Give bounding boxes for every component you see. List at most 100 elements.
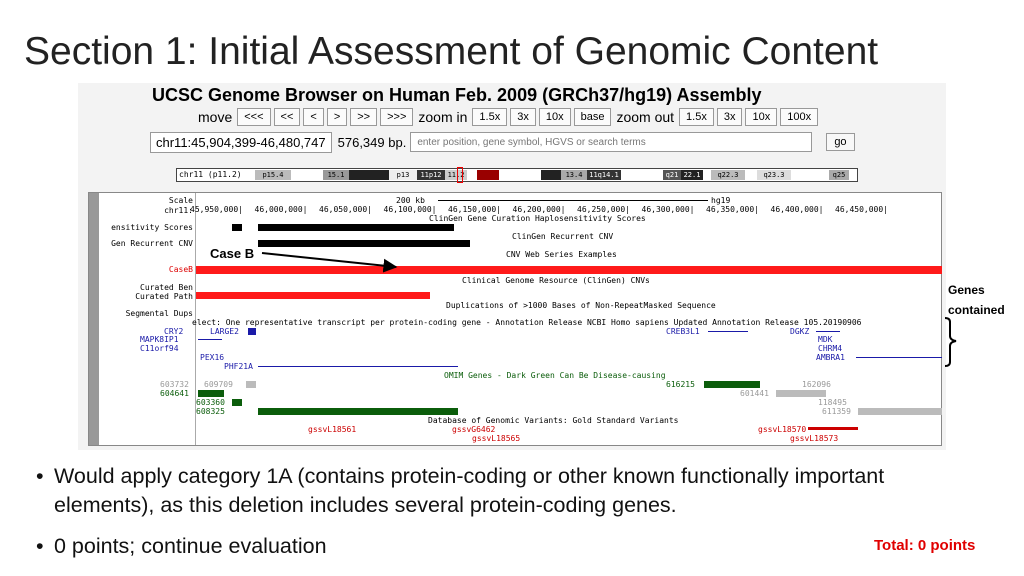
band-22-1: 22.1 [681, 170, 703, 180]
zoom-in-base-button[interactable]: base [573, 107, 612, 126]
recurrent-cnv-block[interactable] [258, 240, 470, 247]
gene-c11orf94[interactable]: C11orf94 [140, 344, 179, 353]
hap-score-block-1[interactable] [232, 224, 242, 231]
gene-cry2[interactable]: CRY2 [164, 327, 184, 336]
genes-label-line2: contained [948, 303, 1005, 317]
hap-score-block-2[interactable] [258, 224, 454, 231]
track-label-caseb[interactable]: CaseB [168, 265, 193, 274]
band-dark-1 [349, 170, 389, 180]
band-blank [499, 170, 541, 180]
omim-604641-block[interactable] [198, 390, 224, 397]
gene-mdk[interactable]: MDK [818, 335, 833, 344]
omim-609709[interactable]: 609709 [204, 380, 233, 389]
gene-dgkz-line[interactable] [816, 331, 840, 332]
gene-mapk8ip1[interactable]: MAPK8IP1 [140, 335, 179, 344]
omim-609709-block[interactable] [246, 381, 256, 388]
omim-611359-block[interactable] [858, 408, 942, 415]
track-label-curated-ben[interactable]: Curated Ben [140, 283, 193, 292]
band-q22-3: q22.3 [711, 170, 745, 180]
variant-l18570[interactable]: gssvL18570 [758, 425, 807, 434]
ruler-tick-label: 46,200,000| [512, 205, 566, 214]
gene-ambra1-line[interactable] [856, 357, 942, 358]
bullet-item-2: • 0 points; continue evaluation [30, 532, 970, 561]
move-left-button[interactable]: < [303, 107, 324, 126]
track-side-buttons[interactable] [89, 193, 99, 445]
variant-l18570-block[interactable] [808, 427, 858, 430]
ideogram-label: chr11 (p11.2) [179, 170, 242, 179]
omim-616215-block[interactable] [704, 381, 760, 388]
omim-603360[interactable]: 603360 [196, 398, 225, 407]
position-display[interactable]: chr11:45,904,399-46,480,747 [150, 131, 332, 153]
move-left-2-button[interactable]: << [273, 107, 301, 126]
gene-dgkz[interactable]: DGKZ [790, 327, 810, 336]
move-right-button[interactable]: > [326, 107, 348, 126]
zoom-in-10x-button[interactable]: 10x [538, 107, 571, 126]
genes-contained-label: Genes contained [948, 280, 1005, 320]
zoom-in-label: zoom in [418, 108, 468, 125]
zoom-out-1-5x-button[interactable]: 1.5x [679, 107, 714, 126]
omim-604641[interactable]: 604641 [160, 389, 189, 398]
gene-pex16[interactable]: PEX16 [200, 353, 225, 362]
track-label-recurrent[interactable]: Gen Recurrent CNV [111, 239, 193, 248]
track-label-sensitivity[interactable]: ensitivity Scores [111, 223, 193, 232]
band-11-2: 11.2 [445, 170, 467, 180]
case-b-label: Case B [208, 246, 257, 261]
omim-601441[interactable]: 601441 [740, 389, 769, 398]
omim-611359[interactable]: 611359 [822, 407, 851, 416]
variant-l18565[interactable]: gssvL18565 [472, 434, 521, 443]
omim-608325[interactable]: 608325 [196, 407, 225, 416]
ruler-tick-label: 46,000,000| [254, 205, 308, 214]
gene-mapk8ip1-line[interactable] [198, 339, 222, 340]
ruler-tick-label: 45,950,000| [190, 205, 243, 214]
ruler-tick-label: 46,100,000| [383, 205, 437, 214]
caseb-deletion-bar[interactable] [196, 266, 942, 274]
ruler-tick-label: 46,050,000| [319, 205, 372, 214]
band-13-4: 13.4 [561, 170, 587, 180]
ruler-tick-label: 46,300,000| [641, 205, 695, 214]
web-series-title: CNV Web Series Examples [506, 250, 617, 259]
omim-title: OMIM Genes - Dark Green Can Be Disease-c… [444, 371, 666, 380]
gene-large2[interactable]: LARGE2 [210, 327, 239, 336]
omim-603360-block[interactable] [232, 399, 242, 406]
gene-large2-block[interactable] [248, 328, 256, 335]
band-11q14-1: 11q14.1 [587, 170, 621, 180]
move-far-left-button[interactable]: <<< [237, 107, 271, 126]
zoom-out-10x-button[interactable]: 10x [745, 107, 778, 126]
gene-ambra1[interactable]: AMBRA1 [816, 353, 845, 362]
gene-chrm4[interactable]: CHRM4 [818, 344, 843, 353]
variant-l18573[interactable]: gssvL18573 [790, 434, 839, 443]
band-15-1: 15.1 [323, 170, 349, 180]
ruler-tick-label: 46,250,000| [577, 205, 630, 214]
zoom-in-3x-button[interactable]: 3x [510, 107, 536, 126]
genes-bracket [944, 317, 957, 367]
omim-616215[interactable]: 616215 [666, 380, 695, 389]
zoom-out-3x-button[interactable]: 3x [716, 107, 743, 126]
chr-label: chr11: [164, 206, 193, 215]
track-panel[interactable]: Scale chr11: ensitivity Scores Gen Recur… [88, 192, 942, 446]
move-right-2-button[interactable]: >> [350, 107, 378, 126]
band-q21: q21 [663, 170, 681, 180]
gene-phf21a[interactable]: PHF21A [224, 362, 253, 371]
track-label-curated-path[interactable]: Curated Path [135, 292, 193, 301]
zoom-out-100x-button[interactable]: 100x [780, 107, 819, 126]
go-button[interactable]: go [826, 133, 855, 151]
region-size: 576,349 bp. [337, 134, 407, 150]
zoom-in-1-5x-button[interactable]: 1.5x [472, 107, 508, 126]
gene-creb3l1-line[interactable] [708, 331, 748, 332]
gene-creb3l1[interactable]: CREB3L1 [666, 327, 700, 336]
move-far-right-button[interactable]: >>> [380, 107, 414, 126]
track-label-seg-dups[interactable]: Segmental Dups [125, 309, 193, 318]
omim-118495[interactable]: 118495 [818, 398, 847, 407]
omim-603732[interactable]: 603732 [160, 380, 189, 389]
chromosome-ideogram[interactable]: chr11 (p11.2) p15.4 15.1 p13 11p12 11.2 … [176, 167, 858, 183]
omim-162096[interactable]: 162096 [802, 380, 831, 389]
omim-601441-block[interactable] [776, 390, 826, 397]
gene-phf21a-line[interactable] [258, 366, 458, 367]
omim-608325-block[interactable] [258, 408, 458, 415]
dups-title: Duplications of >1000 Bases of Non-Repea… [446, 301, 716, 310]
variant-l18561[interactable]: gssvL18561 [308, 425, 357, 434]
search-input[interactable]: enter position, gene symbol, HGVS or sea… [410, 132, 813, 152]
curated-path-bar[interactable] [196, 292, 430, 299]
variant-g6462[interactable]: gssvG6462 [452, 425, 496, 434]
track-labels: Scale chr11: ensitivity Scores Gen Recur… [99, 193, 196, 445]
